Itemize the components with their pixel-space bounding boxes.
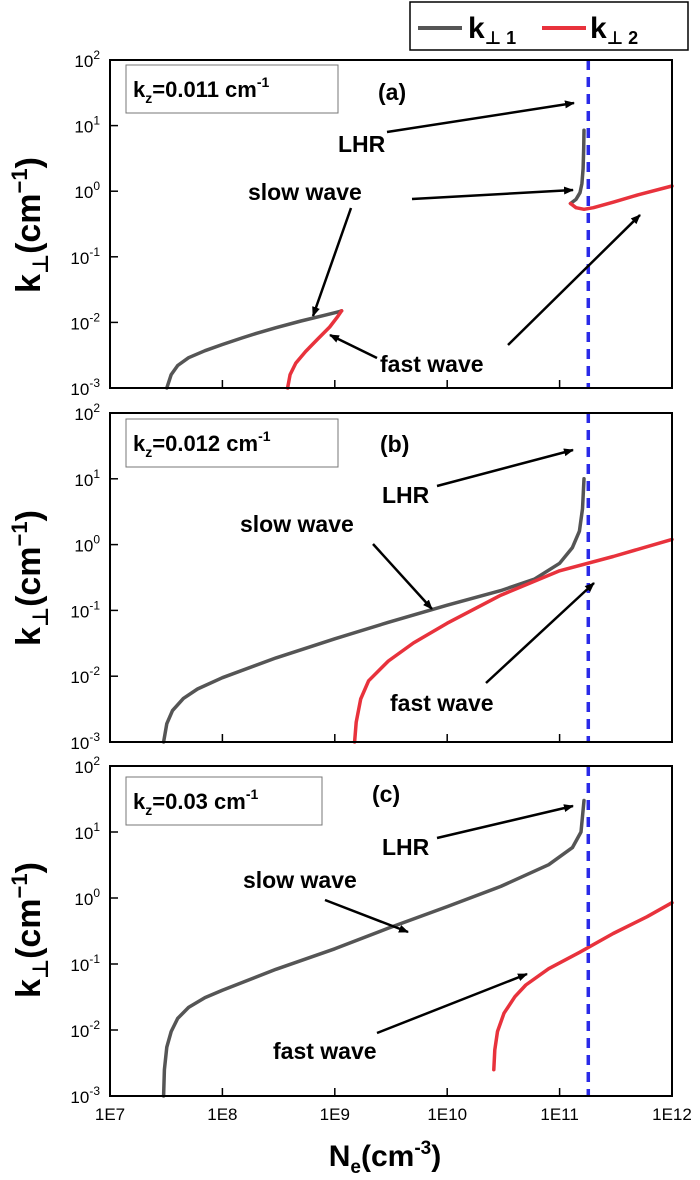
panel-b-ytick-label-1: 101: [74, 467, 100, 490]
panel-a-lhr-arrow: [386, 100, 575, 134]
x-tick-label-1: 1E8: [207, 1105, 237, 1124]
panel-b-slow-text: slow wave: [240, 511, 354, 537]
panel-b-lhr-arrow: [436, 448, 574, 488]
panel-a-ylabel: k⊥(cm−1): [7, 157, 53, 293]
panel-a-ytick-label-1: 101: [74, 114, 100, 137]
panel-b-annotations: kz=0.012 cm-1 (b) LHR slow wave fast wav…: [125, 418, 595, 716]
panel-b-kz-box: [125, 418, 339, 468]
panel-a-lhr-text: LHR: [338, 131, 386, 157]
panel-c-ytick-label-1: 101: [74, 820, 100, 843]
panel-a-ytick-label-2: 100: [74, 179, 100, 202]
panel-a-label: (a): [378, 79, 406, 105]
panel-a-kz-label: kz=0.011 cm-1: [133, 74, 270, 106]
panel-b-ytick-label-3: 10-1: [70, 598, 100, 621]
panel-a-ytick-label-4: 10-2: [70, 310, 100, 333]
x-tick-label-3: 1E10: [427, 1105, 467, 1124]
panel-c-slow-arrow: [324, 898, 409, 934]
panel-c-series-0-line: [161, 798, 586, 1098]
panel-c-fast-text: fast wave: [273, 1038, 377, 1064]
panel-b-series-0-line: [161, 477, 586, 744]
panel-b-fast-arrow: [485, 582, 595, 684]
panel-b-frame: [109, 412, 673, 743]
x-tick-label-4: 1E11: [540, 1105, 578, 1124]
panel-c-ytick-label-0: 102: [74, 754, 100, 777]
panel-c-kz-box: [125, 776, 323, 826]
x-axis-label: Ne(cm-3): [329, 1138, 442, 1178]
panel-a-ytick-label-3: 10-1: [70, 245, 100, 268]
panel-a-series-1-line: [568, 128, 586, 206]
panel-c-series-1-line: [492, 900, 674, 1072]
panel-a-ytick-label-5: 10-3: [70, 376, 100, 399]
x-tick-label-0: 1E7: [95, 1105, 125, 1124]
panel-b-series-1-line: [352, 537, 674, 744]
panel-a-fast-arrow-left: [329, 333, 378, 360]
panel-c-ytick-label-4: 10-2: [70, 1018, 100, 1041]
panel-a-fast-text: fast wave: [380, 351, 484, 377]
panel-a-series-0-line: [165, 309, 344, 390]
panel-c-ytick-label-3: 10-1: [70, 952, 100, 975]
legend: k⊥ 1 k⊥ 2: [409, 1, 689, 51]
panel-b-ylabel: k⊥(cm−1): [7, 510, 53, 646]
panel-b-ytick-label-5: 10-3: [70, 730, 100, 753]
panel-c-fast-arrow: [376, 972, 528, 1035]
panel-a-series-3-line: [568, 184, 674, 212]
panel-c-kz-label: kz=0.03 cm-1: [133, 786, 258, 818]
panel-b-kz-label: kz=0.012 cm-1: [133, 428, 271, 460]
legend-label-k2: k⊥ 2: [590, 12, 638, 48]
panel-b-slow-arrow: [372, 543, 433, 610]
x-tick-label-2: 1E9: [320, 1105, 350, 1124]
panel-a-slow-arrow-down: [311, 207, 353, 317]
panel-c-ytick-label-5: 10-3: [70, 1084, 100, 1107]
panel-c-ytick-label-2: 100: [74, 886, 100, 909]
panel-c-label: (c): [372, 781, 400, 807]
legend-label-k1: k⊥ 1: [468, 12, 516, 48]
panel-b-ytick-label-4: 10-2: [70, 664, 100, 687]
panel-c-annotations: kz=0.03 cm-1 (c) LHR slow wave fast wave: [125, 776, 574, 1064]
panel-a-ytick-label-0: 102: [74, 48, 100, 71]
panel-b-ytick-label-2: 100: [74, 533, 100, 556]
panel-a-series-2-line: [285, 309, 344, 390]
panel-a-frame: [109, 59, 673, 389]
panel-b-fast-text: fast wave: [390, 690, 494, 716]
panel-c-lhr-text: LHR: [382, 834, 430, 860]
panel-c-frame: [109, 765, 673, 1097]
panel-a: 102 101 100 10-1 10-2 10-3: [70, 48, 674, 399]
panel-b-ytick-label-0: 102: [74, 401, 100, 424]
panel-c-lhr-arrow: [436, 804, 574, 840]
panel-a-slow-arrow-up: [411, 186, 574, 201]
panel-b-lhr-text: LHR: [382, 482, 430, 508]
x-tick-label-5: 1E12: [652, 1105, 692, 1124]
panel-b: 102 101 100 10-1 10-2 10-3: [70, 401, 674, 753]
panel-a-slow-text: slow wave: [248, 179, 362, 205]
panel-b-label: (b): [380, 431, 409, 457]
panel-a-annotations: kz=0.011 cm-1 (a) LHR slow wave fast wav…: [125, 64, 641, 377]
panel-c-ylabel: k⊥(cm−1): [7, 862, 53, 998]
panel-a-fast-arrow-right: [507, 214, 641, 346]
panel-a-kz-box: [125, 64, 339, 114]
panel-c-slow-text: slow wave: [243, 867, 357, 893]
